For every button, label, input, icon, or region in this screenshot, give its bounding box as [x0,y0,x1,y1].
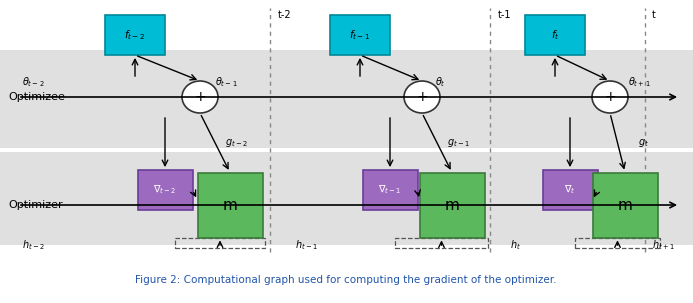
Text: $f_{t-1}$: $f_{t-1}$ [349,28,371,42]
Text: $\theta_t$: $\theta_t$ [435,75,446,89]
Text: +: + [604,90,616,104]
Text: Optimizer: Optimizer [8,200,62,210]
FancyBboxPatch shape [525,15,585,55]
FancyBboxPatch shape [198,172,263,238]
Text: Figure 2: Computational graph used for computing the gradient of the optimizer.: Figure 2: Computational graph used for c… [135,275,556,285]
Text: $f_{t-2}$: $f_{t-2}$ [124,28,146,42]
FancyBboxPatch shape [543,170,597,210]
Ellipse shape [404,81,440,113]
FancyBboxPatch shape [362,170,417,210]
FancyBboxPatch shape [419,172,484,238]
Text: Optimizee: Optimizee [8,92,65,102]
Text: $h_{t+1}$: $h_{t+1}$ [652,238,675,252]
FancyBboxPatch shape [330,15,390,55]
Text: $h_{t-1}$: $h_{t-1}$ [295,238,318,252]
Text: t: t [652,10,656,20]
Text: $f_t$: $f_t$ [551,28,559,42]
Text: +: + [416,90,428,104]
Text: $g_{t-2}$: $g_{t-2}$ [225,137,248,149]
Text: m: m [445,198,459,212]
FancyBboxPatch shape [593,172,658,238]
Bar [0,152,693,245]
Text: $\nabla_{t-2}$: $\nabla_{t-2}$ [153,184,177,196]
Text: $\theta_{t-1}$: $\theta_{t-1}$ [215,75,238,89]
Text: $h_{t-2}$: $h_{t-2}$ [22,238,45,252]
Text: t-2: t-2 [278,10,292,20]
Text: $g_{t-1}$: $g_{t-1}$ [447,137,470,149]
Text: t-1: t-1 [498,10,511,20]
Text: $\theta_{t+1}$: $\theta_{t+1}$ [628,75,651,89]
Text: $\nabla_t$: $\nabla_t$ [564,184,576,196]
Text: m: m [617,198,633,212]
FancyBboxPatch shape [105,15,165,55]
FancyBboxPatch shape [137,170,193,210]
Bar [0,50,693,148]
Ellipse shape [182,81,218,113]
Text: $\nabla_{t-1}$: $\nabla_{t-1}$ [378,184,402,196]
Text: m: m [222,198,238,212]
Text: $h_t$: $h_t$ [510,238,521,252]
Text: $\theta_{t-2}$: $\theta_{t-2}$ [22,75,44,89]
Ellipse shape [592,81,628,113]
Text: $g_t$: $g_t$ [638,137,649,149]
Text: +: + [194,90,206,104]
